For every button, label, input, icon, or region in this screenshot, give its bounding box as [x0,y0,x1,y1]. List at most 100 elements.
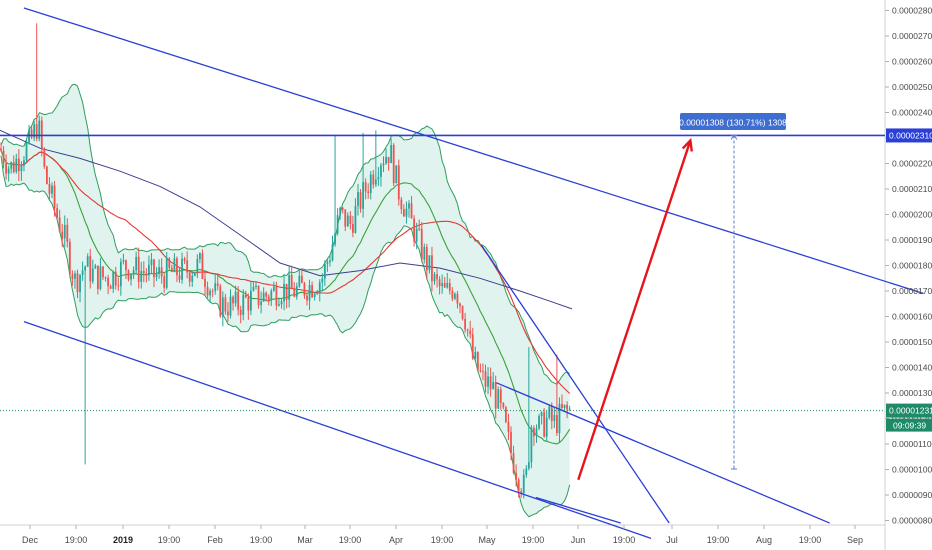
channel-upper-trendline[interactable] [23,7,924,295]
candle-body [237,291,240,310]
candle-body [520,491,523,494]
candle-body [107,277,109,287]
candle-body [487,376,489,387]
candle-body [89,256,92,282]
candle-body [535,428,538,437]
candle-body [117,285,120,287]
measurement-label: 0.00001308 (130.71%) 1308 [679,118,787,128]
candle-body [550,406,553,421]
level-price-tag: 0.00002310 [886,128,932,143]
channel-lower-trendline[interactable] [23,320,652,539]
candle-body [556,415,558,434]
candle-body [51,185,53,194]
candle-body [448,283,451,291]
time-tick-label: Jul [666,535,678,545]
candle-body [561,403,563,408]
candle-body [405,208,408,217]
band-upper-line [0,83,570,385]
candle-body [336,215,339,234]
price-tick-label: 0.00000800 [892,516,932,526]
candle-body [428,255,431,271]
wedge-lower-trendline[interactable] [535,496,621,524]
candle-body [323,263,326,279]
candle-body [311,285,313,298]
candle-body [204,278,206,288]
candle-body [99,266,102,289]
candle-body [321,278,324,283]
candle-body [119,261,122,287]
candle-body [260,301,262,306]
time-tick-label: May [478,535,496,545]
time-tick-label: 19:00 [158,535,181,545]
time-tick-label: 19:00 [707,535,730,545]
candle-body [201,253,204,279]
candle-body [109,286,112,289]
candle-body [219,286,222,317]
candle-body [165,258,168,288]
candle-body [196,259,199,273]
candle-body [125,260,127,271]
candle-body [15,158,18,172]
trendlines[interactable] [23,7,924,539]
candle-body [489,376,492,390]
candle-body [479,370,482,372]
candle-body [79,274,81,293]
candle-body [285,283,288,300]
wedge-upper-trendline[interactable] [496,382,830,524]
candle-body [227,311,229,316]
price-range-measurement[interactable]: 0.00001308 (130.71%) 1308 [679,113,787,470]
candle-body [12,162,15,172]
candle-body [306,295,308,301]
candle-body [234,291,237,304]
candle-body [346,215,349,227]
band-basis-line [0,150,571,445]
candle-body [499,389,502,404]
projection-arrow-shaft [577,140,692,481]
candle-body [543,412,546,437]
candle-body [250,290,252,311]
candle-body [168,258,171,268]
measurement-arrowhead [730,134,738,140]
candle-body [545,417,548,437]
candle-body [176,258,178,276]
candle-body [56,208,58,218]
candle-body [68,241,71,275]
candle-body [23,160,25,166]
candle-body [395,165,398,184]
time-axis[interactable]: Dec 19:00 2019 19:00 Feb 19:00 Mar 19:00 Apr 19:0… [22,525,863,545]
candle-body [415,228,418,242]
candle-body [471,334,474,359]
candle-body [232,296,234,304]
current-price-tag-box [886,403,932,418]
candle-body [209,290,211,296]
candle-body [364,182,367,192]
candle-body [66,224,69,242]
candle-body [517,479,520,492]
steep-line-trendline[interactable] [480,244,670,524]
candle-body [466,329,469,331]
candle-body [334,233,336,245]
moving-averages [0,129,573,445]
candle-body [313,293,316,298]
candle-body [476,351,479,371]
projection-arrow[interactable] [577,137,693,481]
candle-body [423,246,426,260]
time-tick-label: Sep [847,535,863,545]
time-tick-label: 19:00 [522,535,545,545]
candle-body [326,262,329,264]
candle-body [451,290,454,299]
candle-body [188,272,191,282]
candle-body [272,286,275,291]
candle-body [163,276,166,288]
candle-body [456,293,459,304]
candle-body [216,283,219,287]
